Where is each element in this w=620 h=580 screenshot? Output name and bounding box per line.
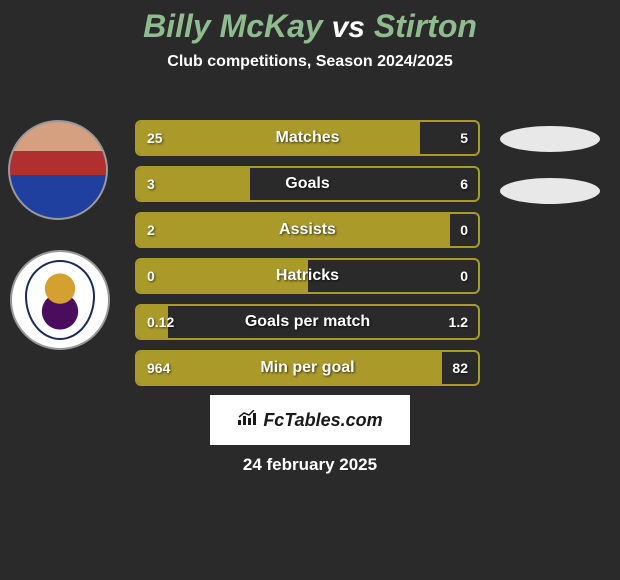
- stat-left-value: 3: [137, 168, 250, 200]
- player2-crest-placeholder: [500, 178, 600, 204]
- stat-left-value: 0: [137, 260, 308, 292]
- stats-container: 255Matches36Goals20Assists00Hatricks0.12…: [135, 120, 480, 396]
- stat-row: 20Assists: [135, 212, 480, 248]
- stat-left-value: 0.12: [137, 306, 168, 338]
- stat-left-value: 25: [137, 122, 420, 154]
- stat-right-value: 0: [450, 214, 478, 246]
- branding-badge[interactable]: FcTables.com: [210, 395, 410, 445]
- player1-avatar: [8, 120, 108, 220]
- crest-icon: [25, 260, 95, 340]
- title-vs: vs: [332, 11, 365, 44]
- stat-row: 36Goals: [135, 166, 480, 202]
- page-title: Billy McKay vs Stirton: [0, 0, 620, 45]
- stat-row: 0.12 1.2Goals per match: [135, 304, 480, 340]
- player1-club-crest: [10, 250, 110, 350]
- title-player1: Billy McKay: [143, 8, 323, 44]
- chart-icon: [237, 410, 257, 431]
- subtitle: Club competitions, Season 2024/2025: [0, 53, 620, 71]
- stat-right-value: 1.2: [439, 306, 478, 338]
- stat-row: 255Matches: [135, 120, 480, 156]
- player2-placeholders: [500, 126, 600, 230]
- branding-text: FcTables.com: [263, 410, 382, 431]
- stat-left-value: 964: [137, 352, 442, 384]
- player2-avatar-placeholder: [500, 126, 600, 152]
- stat-right-value: 82: [442, 352, 478, 384]
- stat-right-value: 0: [450, 260, 478, 292]
- title-player2: Stirton: [374, 8, 477, 44]
- date-label: 24 february 2025: [0, 455, 620, 475]
- stat-left-value: 2: [137, 214, 450, 246]
- stat-right-value: 5: [450, 122, 478, 154]
- avatars-column: [0, 120, 120, 380]
- stat-label: Goals per match: [137, 306, 478, 338]
- stat-row: 96482Min per goal: [135, 350, 480, 386]
- stat-right-value: 6: [450, 168, 478, 200]
- stat-row: 00Hatricks: [135, 258, 480, 294]
